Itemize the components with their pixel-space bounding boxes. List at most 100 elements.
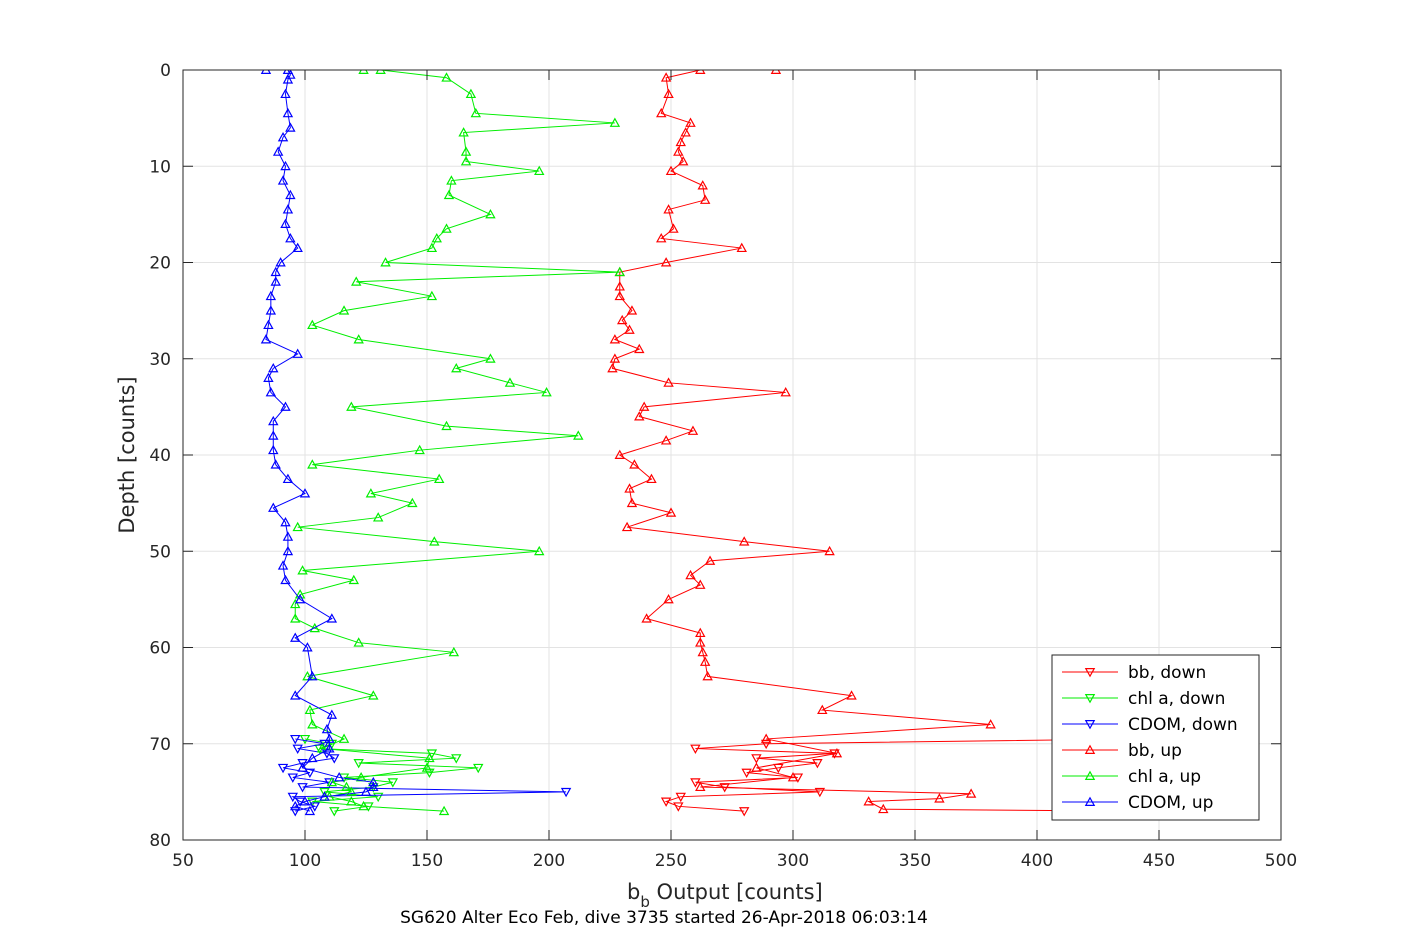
data-point bbox=[304, 805, 316, 816]
data-point bbox=[458, 127, 469, 137]
data-point bbox=[685, 569, 696, 580]
data-point bbox=[268, 362, 279, 373]
data-point bbox=[348, 574, 360, 585]
data-point bbox=[699, 194, 711, 204]
data-point bbox=[443, 189, 455, 200]
data-point bbox=[275, 257, 286, 267]
y-tick-label: 70 bbox=[149, 735, 171, 755]
data-point bbox=[380, 257, 391, 267]
data-point bbox=[358, 800, 369, 811]
data-point bbox=[265, 305, 277, 315]
data-point bbox=[346, 401, 357, 411]
data-point bbox=[634, 411, 645, 421]
data-point bbox=[629, 459, 640, 469]
y-tick-label: 60 bbox=[149, 639, 171, 659]
data-point bbox=[270, 459, 281, 469]
data-point bbox=[831, 747, 843, 758]
data-point bbox=[668, 223, 679, 233]
data-point bbox=[624, 324, 635, 334]
data-point bbox=[485, 353, 496, 363]
x-tick-label: 300 bbox=[777, 851, 809, 871]
data-point bbox=[280, 88, 291, 99]
data-point bbox=[282, 107, 294, 118]
data-point bbox=[365, 488, 377, 498]
y-tick-label: 50 bbox=[149, 542, 171, 562]
data-point bbox=[534, 165, 545, 176]
data-point bbox=[329, 754, 340, 764]
data-point bbox=[282, 74, 294, 84]
data-point bbox=[609, 353, 621, 363]
x-tick-label: 350 bbox=[899, 851, 931, 871]
data-point bbox=[534, 545, 545, 556]
data-point bbox=[294, 589, 306, 599]
data-point bbox=[304, 704, 316, 715]
data-point bbox=[372, 512, 384, 522]
data-point bbox=[290, 734, 301, 745]
data-point bbox=[277, 131, 289, 142]
data-point bbox=[302, 642, 313, 652]
data-point bbox=[426, 242, 438, 253]
data-point bbox=[294, 593, 306, 604]
data-point bbox=[663, 377, 674, 387]
data-point bbox=[697, 646, 708, 657]
data-point bbox=[473, 763, 484, 774]
data-point bbox=[665, 507, 677, 517]
data-point bbox=[341, 781, 352, 792]
data-point bbox=[656, 107, 667, 118]
data-point bbox=[697, 180, 708, 190]
x-axis-label-sub: b bbox=[640, 893, 650, 911]
data-point bbox=[265, 290, 277, 301]
data-point bbox=[685, 117, 696, 127]
y-axis-label: Depth [counts] bbox=[115, 376, 139, 533]
data-point bbox=[680, 127, 691, 137]
data-point bbox=[290, 632, 301, 642]
data-point bbox=[677, 156, 689, 166]
series-line bbox=[611, 70, 1135, 812]
data-point bbox=[738, 807, 750, 817]
data-point bbox=[346, 796, 357, 806]
data-point bbox=[290, 807, 301, 817]
data-point bbox=[265, 387, 277, 397]
data-point bbox=[451, 754, 462, 764]
legend-box bbox=[1051, 654, 1260, 821]
data-point bbox=[656, 233, 667, 243]
y-tick-label: 80 bbox=[149, 831, 171, 851]
y-tick-label: 0 bbox=[160, 61, 171, 81]
data-point bbox=[812, 759, 823, 769]
series-bb-down bbox=[660, 734, 1145, 817]
data-point bbox=[353, 637, 364, 647]
data-point bbox=[285, 70, 296, 79]
data-point bbox=[824, 545, 835, 556]
data-point bbox=[263, 372, 274, 382]
data-point bbox=[358, 70, 369, 74]
data-point bbox=[690, 778, 701, 788]
legend-swatch-marker bbox=[1084, 694, 1096, 704]
data-point bbox=[646, 473, 657, 484]
data-point bbox=[863, 796, 874, 806]
legend-swatch-marker bbox=[1084, 770, 1096, 780]
legend-swatch-marker bbox=[1084, 720, 1096, 730]
data-point bbox=[268, 502, 279, 512]
series-cdom-up bbox=[260, 70, 379, 816]
data-point bbox=[663, 88, 674, 99]
data-point bbox=[326, 709, 338, 719]
data-point bbox=[290, 800, 301, 811]
data-point bbox=[260, 334, 272, 344]
data-point bbox=[460, 146, 472, 156]
data-point bbox=[299, 488, 311, 498]
data-point bbox=[695, 627, 706, 638]
x-tick-label: 250 bbox=[655, 851, 687, 871]
data-point bbox=[321, 723, 333, 734]
data-point bbox=[663, 593, 674, 604]
data-point bbox=[424, 752, 435, 763]
data-point bbox=[426, 290, 438, 301]
legend-label: chl a, up bbox=[1128, 767, 1201, 787]
x-axis-label: bb Output [counts] bbox=[627, 880, 823, 911]
data-point bbox=[421, 762, 433, 772]
data-point bbox=[282, 70, 294, 74]
data-point bbox=[541, 387, 552, 397]
data-point bbox=[307, 670, 318, 681]
data-point bbox=[751, 762, 762, 772]
data-point bbox=[695, 579, 706, 589]
